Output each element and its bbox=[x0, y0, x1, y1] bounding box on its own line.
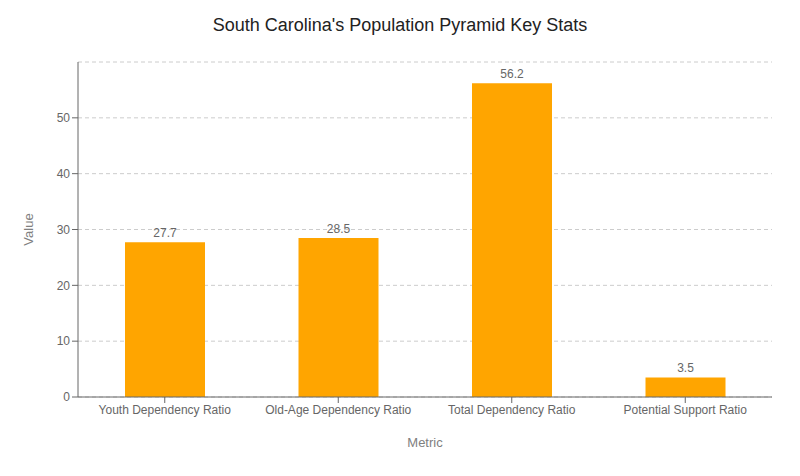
svg-text:3.5: 3.5 bbox=[677, 361, 694, 375]
svg-text:Metric: Metric bbox=[407, 435, 443, 450]
svg-text:20: 20 bbox=[57, 279, 71, 293]
svg-text:Potential Support Ratio: Potential Support Ratio bbox=[624, 403, 748, 417]
svg-text:28.5: 28.5 bbox=[327, 222, 351, 236]
svg-text:30: 30 bbox=[57, 223, 71, 237]
svg-text:Total Dependency Ratio: Total Dependency Ratio bbox=[448, 403, 576, 417]
svg-text:Youth Dependency Ratio: Youth Dependency Ratio bbox=[99, 403, 232, 417]
svg-text:50: 50 bbox=[57, 111, 71, 125]
svg-text:Value: Value bbox=[21, 213, 36, 245]
html-text:South Carolina's Population Py: South Carolina's Population Pyramid Key … bbox=[212, 15, 588, 35]
svg-text:27.7: 27.7 bbox=[153, 226, 177, 240]
svg-text:40: 40 bbox=[57, 167, 71, 181]
svg-text:Old-Age Dependency Ratio: Old-Age Dependency Ratio bbox=[265, 403, 411, 417]
svg-text:56.2: 56.2 bbox=[500, 67, 524, 81]
svg-text:10: 10 bbox=[57, 334, 71, 348]
svg-text:0: 0 bbox=[63, 390, 70, 404]
